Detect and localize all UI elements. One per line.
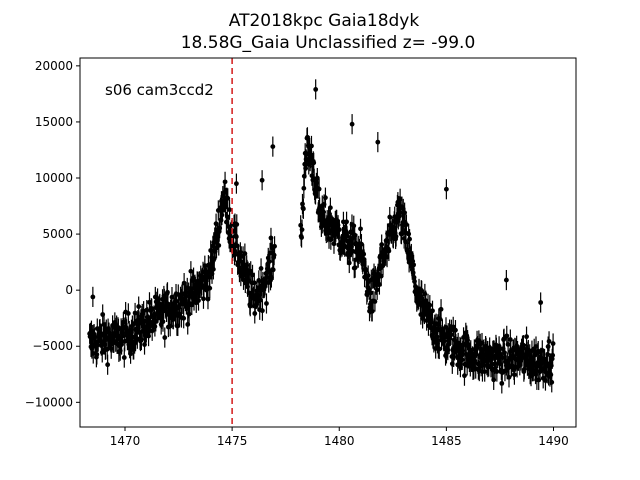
x-tick-label: 1490 (538, 434, 569, 448)
data-point (309, 135, 314, 157)
data-point (105, 354, 111, 375)
data-point (491, 369, 497, 390)
plot-frame (79, 57, 577, 428)
data-point (207, 278, 213, 299)
data-point (407, 229, 412, 250)
data-point (430, 300, 435, 321)
y-tick-label: 5000 (42, 227, 73, 241)
axes: 1470 1475 1480 1485 1490 −10000 −5000 0 5000 1000… (25, 57, 577, 448)
data-point (358, 218, 363, 239)
data-point (94, 344, 100, 365)
data-point-outlier (90, 286, 96, 307)
data-point (225, 188, 231, 209)
data-point (505, 334, 511, 355)
data-point-outlier (538, 292, 544, 313)
data-point (524, 326, 529, 347)
data-point-outlier (503, 269, 509, 291)
data-point (316, 178, 322, 200)
data-point (272, 236, 277, 257)
data-point (227, 199, 232, 220)
x-tick-label: 1485 (431, 434, 462, 448)
y-tick-label: −10000 (25, 395, 73, 409)
data-point (506, 367, 512, 388)
y-tick-label: 15000 (35, 115, 73, 129)
data-point (327, 197, 333, 218)
data-point (549, 372, 555, 393)
data-point-outlier (349, 114, 355, 135)
data-point (300, 198, 306, 219)
data-point-outlier (313, 79, 319, 100)
data-point (550, 333, 556, 354)
data-point (125, 303, 131, 324)
data-point (521, 335, 526, 356)
data-point (436, 338, 442, 360)
data-point (323, 187, 328, 208)
data-point-outlier (375, 132, 381, 153)
chart-title: AT2018kpc Gaia18dyk (229, 11, 420, 31)
plot-area (87, 79, 556, 394)
data-point (222, 171, 228, 192)
y-tick-label: −5000 (32, 339, 73, 353)
data-point (512, 364, 517, 385)
data-point (546, 331, 552, 352)
data-point (258, 258, 264, 279)
data-point (251, 272, 257, 293)
data-point (336, 219, 342, 240)
data-point-outlier (234, 173, 239, 194)
data-point (372, 291, 378, 312)
data-point-outlier (259, 170, 265, 191)
data-point (438, 299, 444, 320)
data-point (162, 327, 168, 348)
data-point (242, 243, 248, 264)
data-point (299, 219, 305, 240)
x-tick-label: 1470 (110, 434, 141, 448)
data-point (234, 214, 240, 235)
data-point (404, 214, 409, 235)
data-point (260, 300, 265, 321)
sector-camera-label: s06 cam3ccd2 (105, 81, 214, 99)
data-point (352, 257, 358, 278)
data-point (264, 293, 269, 314)
x-tick-label: 1475 (217, 434, 248, 448)
y-tick-label: 20000 (35, 59, 73, 73)
x-tick-label: 1480 (324, 434, 355, 448)
data-point-outlier (443, 179, 449, 200)
data-point (181, 308, 187, 329)
y-tick-label: 10000 (35, 171, 73, 185)
y-tick-label: 0 (65, 283, 73, 297)
chart-subtitle: 18.58G_Gaia Unclassified z= -99.0 (181, 33, 476, 53)
data-point-outlier (270, 136, 276, 157)
data-point (494, 361, 500, 382)
